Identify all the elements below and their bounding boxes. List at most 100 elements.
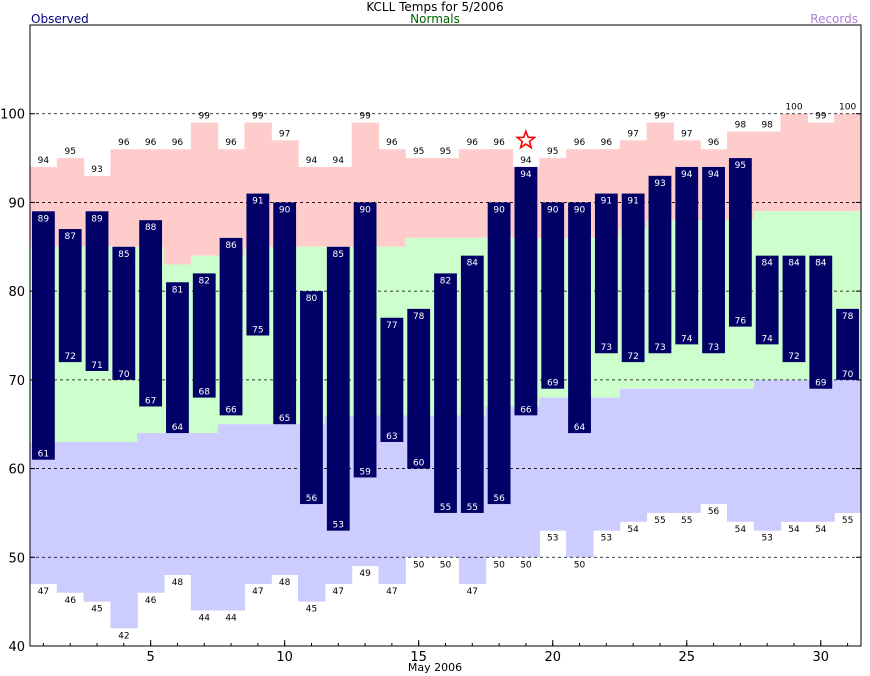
record-low-label: 50 bbox=[574, 560, 586, 570]
observed-bar bbox=[594, 193, 618, 354]
observed-low-label: 63 bbox=[386, 432, 397, 442]
observed-low-label: 68 bbox=[199, 388, 211, 398]
legend-records: Records bbox=[810, 12, 858, 26]
record-high-band bbox=[190, 122, 219, 256]
record-high-label: 99 bbox=[199, 112, 211, 122]
observed-low-label: 64 bbox=[574, 423, 586, 433]
observed-low-label: 70 bbox=[118, 370, 130, 380]
observed-bar bbox=[460, 255, 484, 513]
record-high-label: 96 bbox=[118, 138, 130, 148]
observed-high-label: 85 bbox=[118, 250, 129, 260]
observed-low-label: 74 bbox=[761, 334, 773, 344]
record-high-band bbox=[753, 131, 782, 212]
record-high-label: 94 bbox=[333, 156, 345, 166]
record-high-label: 94 bbox=[306, 156, 318, 166]
observed-high-label: 80 bbox=[306, 294, 318, 304]
observed-high-label: 82 bbox=[440, 276, 451, 286]
record-low-label: 44 bbox=[199, 614, 211, 624]
observed-low-label: 61 bbox=[38, 450, 49, 460]
observed-high-label: 89 bbox=[91, 214, 103, 224]
observed-low-label: 60 bbox=[413, 459, 425, 469]
observed-high-label: 84 bbox=[761, 259, 773, 269]
record-high-band bbox=[834, 113, 862, 212]
record-low-label: 55 bbox=[654, 516, 665, 526]
observed-low-label: 69 bbox=[547, 379, 559, 389]
observed-low-label: 75 bbox=[252, 326, 263, 336]
record-low-band bbox=[271, 424, 299, 576]
observed-high-label: 94 bbox=[708, 170, 720, 180]
record-low-label: 55 bbox=[681, 516, 692, 526]
observed-high-label: 84 bbox=[467, 259, 479, 269]
observed-high-label: 91 bbox=[252, 197, 263, 207]
record-low-label: 47 bbox=[467, 587, 478, 597]
record-high-label: 96 bbox=[467, 138, 479, 148]
record-low-label: 54 bbox=[627, 525, 639, 535]
record-low-label: 45 bbox=[306, 605, 317, 615]
observed-high-label: 89 bbox=[38, 214, 50, 224]
record-high-label: 95 bbox=[413, 147, 424, 157]
record-high-label: 97 bbox=[279, 129, 290, 139]
observed-bar bbox=[621, 193, 645, 363]
y-tick-label: 100 bbox=[0, 108, 25, 123]
record-high-label: 97 bbox=[627, 129, 638, 139]
observed-high-label: 91 bbox=[601, 197, 612, 207]
record-low-label: 50 bbox=[493, 560, 505, 570]
record-low-label: 47 bbox=[333, 587, 344, 597]
x-tick-label: 20 bbox=[544, 650, 561, 665]
observed-high-label: 78 bbox=[842, 312, 854, 322]
record-high-band bbox=[164, 149, 192, 265]
record-high-band bbox=[298, 166, 326, 247]
observed-low-label: 66 bbox=[225, 405, 237, 415]
observed-bar bbox=[836, 308, 859, 380]
record-high-label: 96 bbox=[172, 138, 184, 148]
record-high-label: 96 bbox=[145, 138, 157, 148]
observed-bar bbox=[728, 158, 752, 327]
observed-high-label: 78 bbox=[413, 312, 425, 322]
record-high-band bbox=[432, 158, 460, 238]
observed-low-label: 56 bbox=[306, 494, 318, 504]
x-axis-label: May 2006 bbox=[407, 661, 463, 674]
record-high-label: 95 bbox=[547, 147, 558, 157]
record-high-label: 96 bbox=[574, 138, 586, 148]
observed-bar bbox=[702, 166, 725, 354]
observed-low-label: 64 bbox=[172, 423, 184, 433]
observed-high-label: 94 bbox=[520, 170, 532, 180]
observed-low-label: 59 bbox=[359, 467, 371, 477]
observed-low-label: 73 bbox=[654, 343, 665, 353]
record-low-band bbox=[512, 406, 540, 558]
observed-bar bbox=[85, 211, 109, 371]
observed-bar bbox=[568, 202, 591, 434]
record-low-band bbox=[780, 379, 808, 522]
observed-bar bbox=[809, 255, 833, 389]
record-low-band bbox=[592, 397, 621, 531]
record-low-band bbox=[726, 388, 755, 522]
record-low-label: 44 bbox=[225, 614, 237, 624]
record-low-label: 49 bbox=[359, 569, 371, 579]
observed-high-label: 90 bbox=[359, 205, 371, 215]
observed-high-label: 90 bbox=[279, 205, 291, 215]
observed-high-label: 86 bbox=[225, 241, 237, 251]
record-low-label: 47 bbox=[386, 587, 397, 597]
observed-high-label: 87 bbox=[64, 232, 75, 242]
observed-low-label: 72 bbox=[627, 352, 638, 362]
observed-high-label: 81 bbox=[172, 285, 183, 295]
record-low-label: 50 bbox=[440, 560, 452, 570]
record-high-label: 99 bbox=[815, 112, 827, 122]
record-low-band bbox=[619, 388, 648, 522]
record-star-icon bbox=[515, 129, 537, 150]
record-low-label: 54 bbox=[788, 525, 800, 535]
observed-high-label: 94 bbox=[681, 170, 693, 180]
observed-bar bbox=[407, 308, 431, 469]
observed-high-label: 77 bbox=[386, 321, 397, 331]
observed-bar bbox=[273, 202, 297, 425]
observed-bar bbox=[139, 220, 163, 407]
observed-bar bbox=[58, 229, 82, 363]
record-high-label: 100 bbox=[785, 103, 802, 113]
observed-low-label: 55 bbox=[467, 503, 478, 513]
observed-bar bbox=[648, 175, 672, 354]
record-high-label: 99 bbox=[359, 112, 371, 122]
record-high-label: 93 bbox=[91, 165, 102, 175]
record-high-label: 96 bbox=[225, 138, 237, 148]
x-tick-label: 5 bbox=[146, 650, 154, 665]
